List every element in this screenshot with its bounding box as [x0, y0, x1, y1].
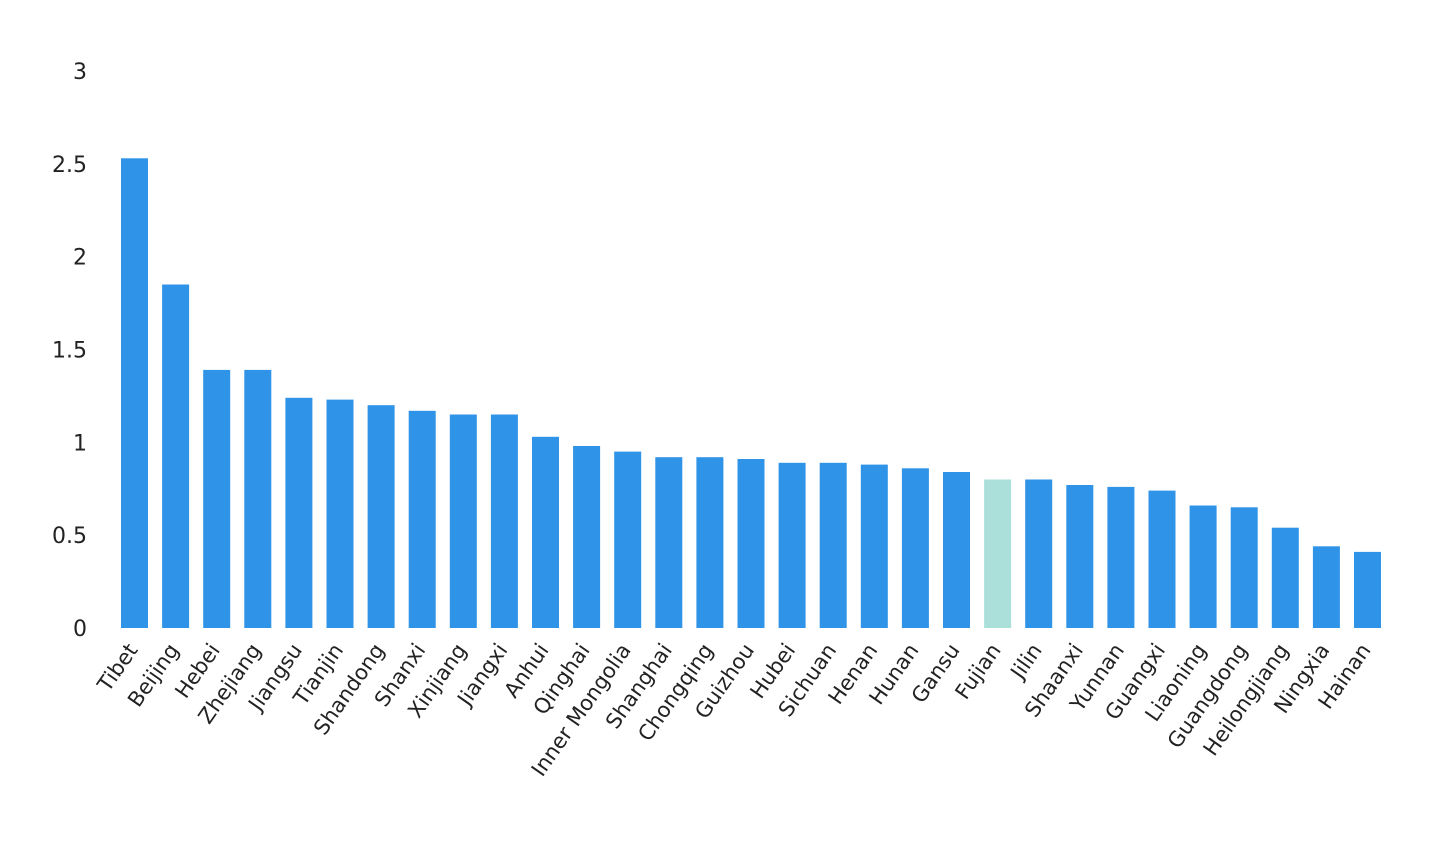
- bar-anhui: [532, 436, 559, 628]
- bar-liaoning: [1189, 505, 1217, 628]
- bar-heilongjiang: [1271, 527, 1299, 628]
- bar-qinghai: [573, 446, 601, 628]
- bar-ningxia: [1312, 546, 1340, 628]
- y-tick-label: 1: [73, 431, 87, 456]
- y-tick-label: 0.5: [52, 524, 87, 549]
- bar-hunan: [901, 468, 929, 628]
- bar-guangxi: [1148, 490, 1176, 628]
- bar-jilin: [1025, 479, 1053, 628]
- bar-tibet: [121, 158, 148, 629]
- bar-chongqing: [696, 457, 724, 628]
- bar-shaanxi: [1066, 485, 1094, 628]
- bar-gansu: [943, 472, 970, 628]
- bar-jiangsu: [285, 397, 313, 628]
- y-tick-label: 1.5: [52, 339, 87, 364]
- bar-shanghai: [655, 457, 683, 628]
- bar-inner-mongolia: [614, 451, 642, 628]
- bar-hubei: [778, 462, 806, 628]
- bar-zhejiang: [244, 369, 272, 628]
- bar-shanxi: [408, 410, 436, 628]
- bar-hainan: [1354, 551, 1381, 628]
- x-axis-ticks: TibetBeijingHebeiZhejiangJiangsuTianjinS…: [92, 639, 1375, 781]
- bar-jiangxi: [490, 414, 518, 628]
- bar-sichuan: [819, 462, 847, 628]
- bar-xinjiang: [449, 414, 477, 628]
- bar-beijing: [162, 284, 190, 628]
- bar-henan: [860, 464, 888, 628]
- bar-hebei: [203, 369, 231, 628]
- y-tick-label: 2: [73, 246, 87, 271]
- bar-shandong: [367, 405, 395, 628]
- bars: [121, 158, 1381, 629]
- bar-guizhou: [737, 459, 765, 628]
- bar-guangdong: [1230, 507, 1258, 628]
- y-axis-ticks: 0 0.5 1 1.5 2 2.5 3: [52, 60, 87, 642]
- bar-yunnan: [1107, 486, 1135, 628]
- y-tick-label: 2.5: [52, 153, 87, 178]
- bar-tianjin: [326, 399, 354, 628]
- y-tick-label: 3: [73, 60, 87, 85]
- y-tick-label: 0: [73, 617, 87, 642]
- bar-fujian: [984, 479, 1012, 628]
